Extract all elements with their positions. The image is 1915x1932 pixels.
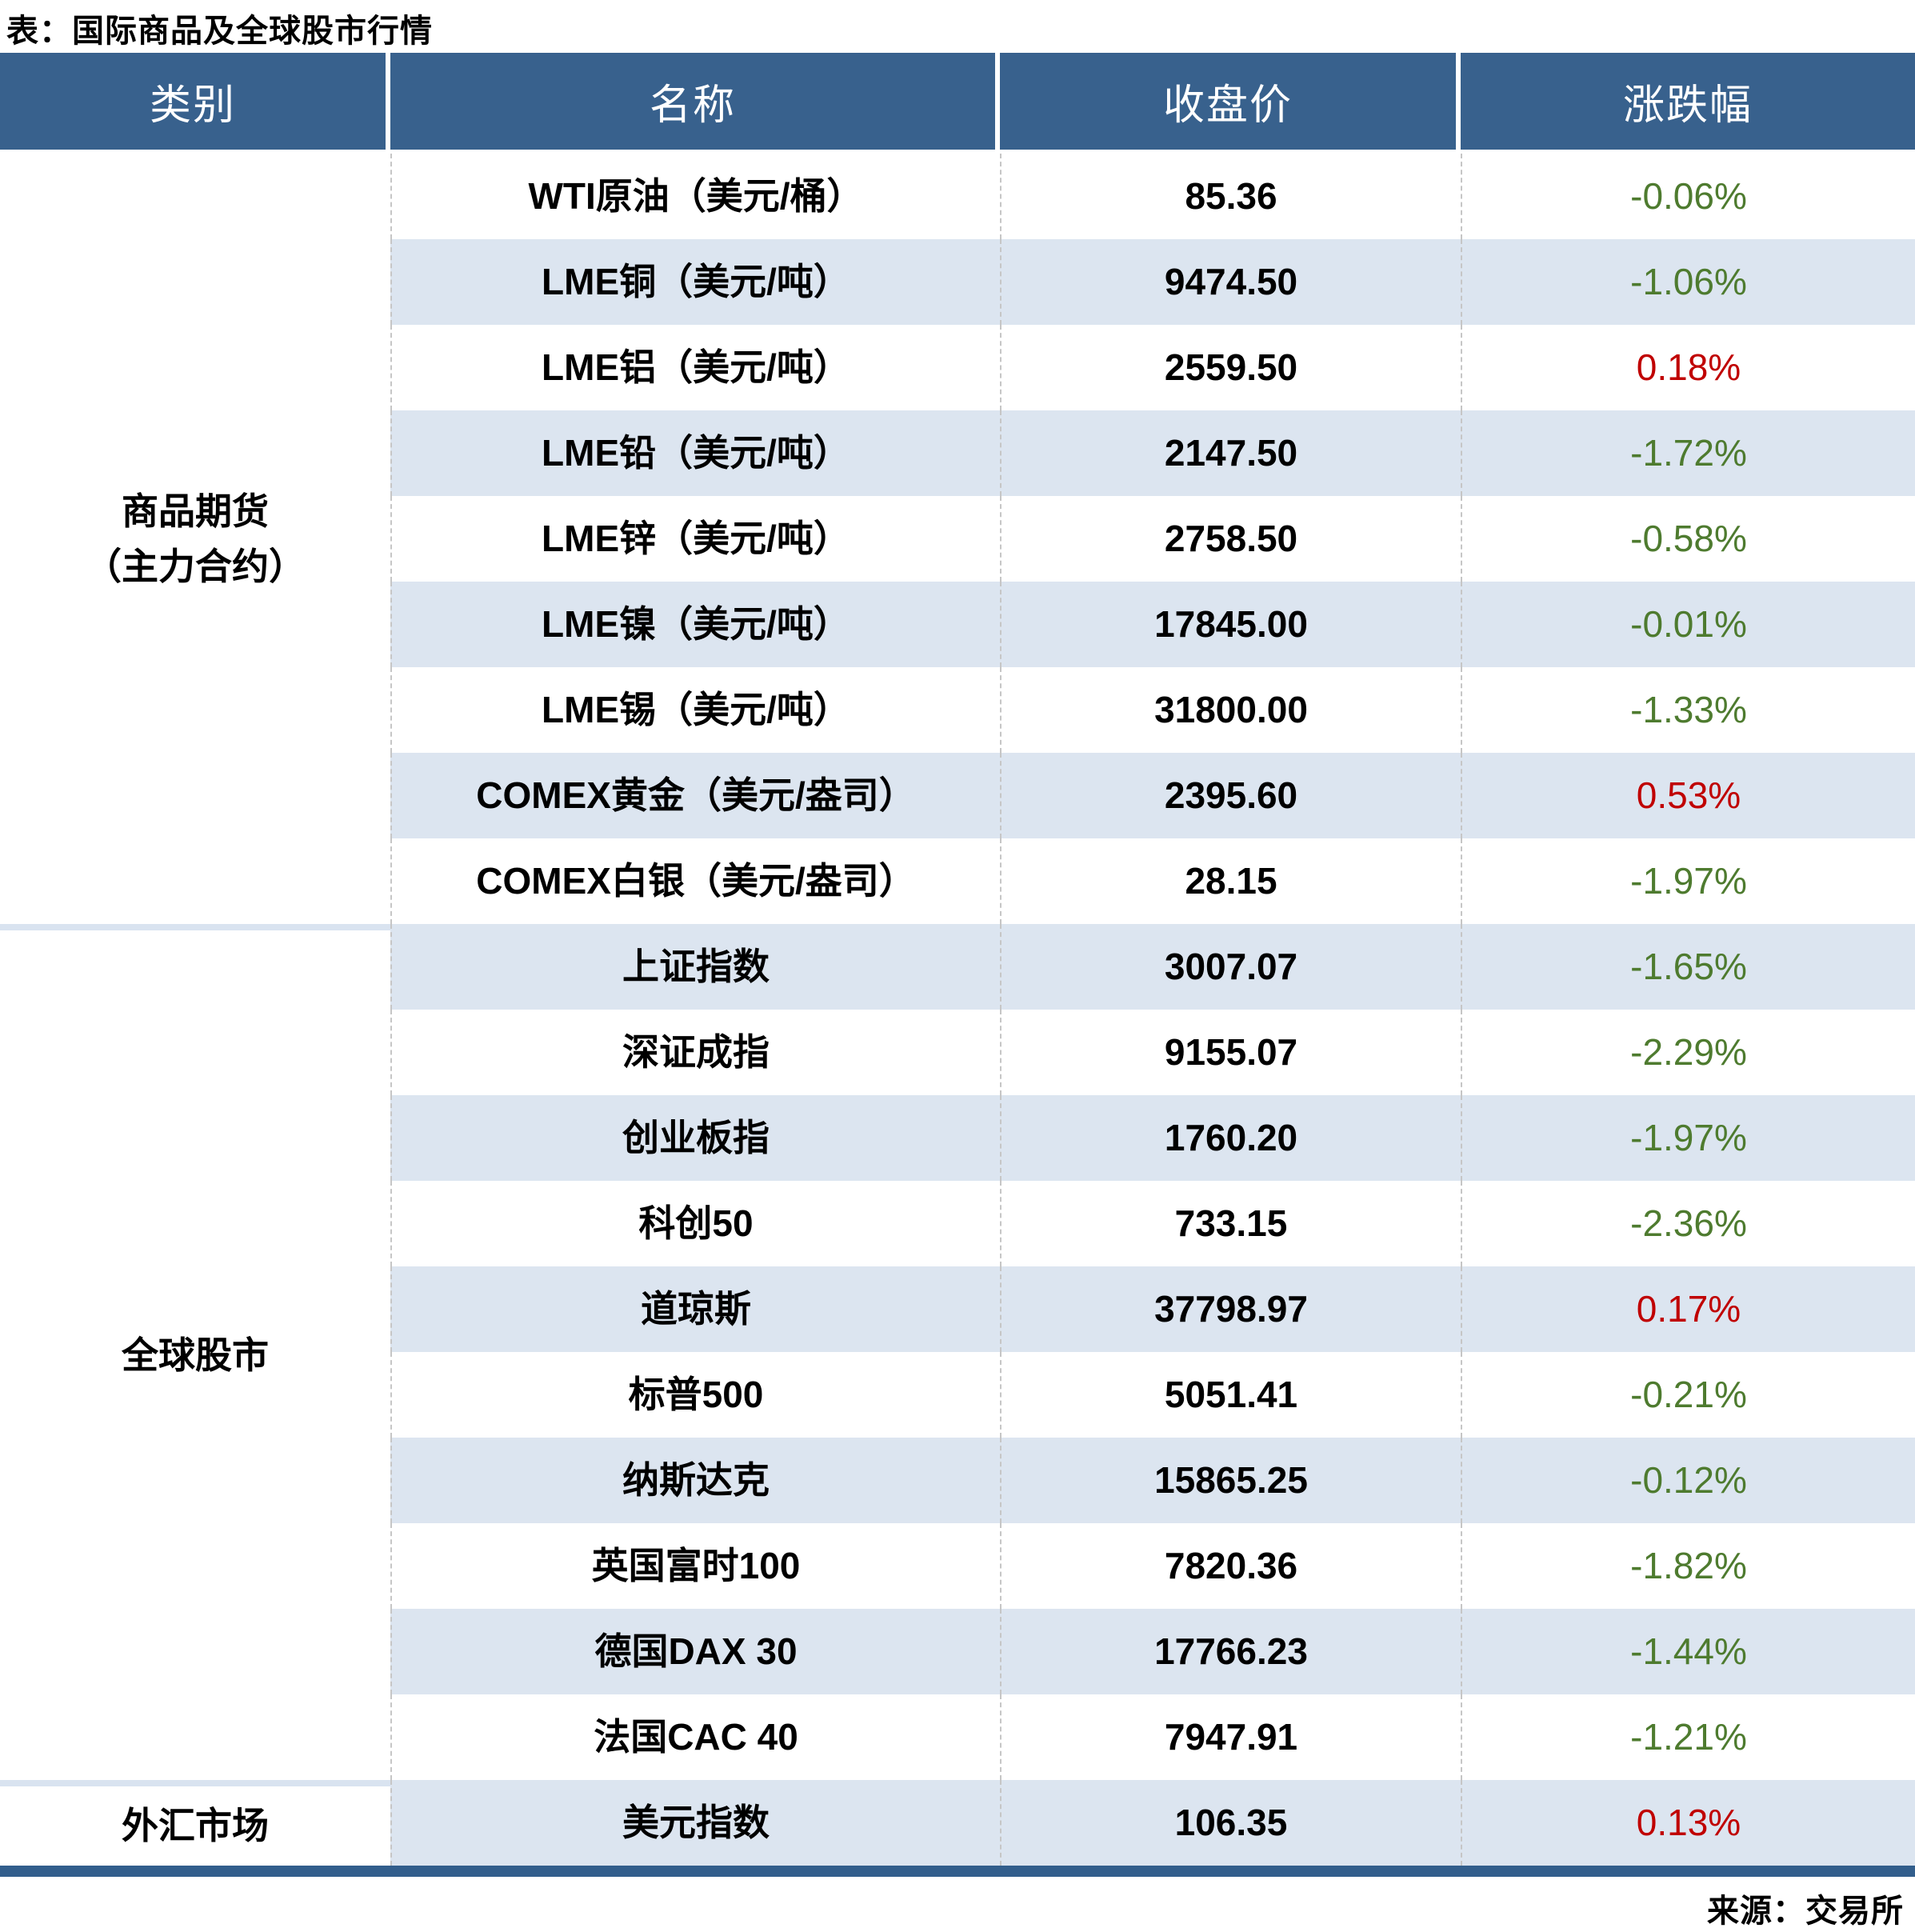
table-row: LME锌（美元/吨） 2758.50 -0.58% — [0, 496, 1915, 582]
close-price-cell: 9155.07 — [1000, 1010, 1461, 1095]
change-percent-cell: -2.29% — [1461, 1010, 1915, 1095]
category-label: 全球股市 — [122, 1334, 269, 1376]
change-percent-cell: 0.53% — [1461, 753, 1915, 838]
name-cell: LME镍（美元/吨） — [390, 582, 1000, 667]
table-row: 全球股市 上证指数 3007.07 -1.65% — [0, 924, 1915, 1780]
table-row: LME铅（美元/吨） 2147.50 -1.72% — [0, 410, 1915, 496]
name-cell: LME铜（美元/吨） — [390, 239, 1000, 325]
close-price-cell: 2758.50 — [1000, 496, 1461, 582]
change-percent-cell: -1.65% — [1461, 924, 1915, 1010]
table-row: 创业板指 1760.20 -1.97% — [0, 1095, 1915, 1181]
table-row: 商品期货 （主力合约） WTI原油（美元/桶） 85.36 -0.06% — [0, 154, 1915, 924]
table-row: 深证成指 9155.07 -2.29% — [0, 1010, 1915, 1095]
change-percent-cell: -0.01% — [1461, 582, 1915, 667]
name-cell: 美元指数 — [390, 1780, 1000, 1866]
table-row: 德国DAX 30 17766.23 -1.44% — [0, 1609, 1915, 1694]
change-percent-cell: 0.17% — [1461, 1266, 1915, 1352]
name-cell: 创业板指 — [390, 1095, 1000, 1181]
name-cell: WTI原油（美元/桶） — [390, 154, 1000, 239]
change-percent-cell: -2.36% — [1461, 1181, 1915, 1266]
name-cell: LME锌（美元/吨） — [390, 496, 1000, 582]
table-row: 外汇市场 美元指数 106.35 0.13% — [0, 1780, 1915, 1866]
close-price-cell: 5051.41 — [1000, 1352, 1461, 1438]
column-header-close: 收盘价 — [1000, 53, 1461, 154]
bottom-border-rule — [0, 1866, 1915, 1877]
category-cell-forex: 外汇市场 — [0, 1780, 390, 1866]
table-row: 法国CAC 40 7947.91 -1.21% — [0, 1694, 1915, 1780]
table-row: 道琼斯 37798.97 0.17% — [0, 1266, 1915, 1352]
change-percent-cell: -0.58% — [1461, 496, 1915, 582]
close-price-cell: 2395.60 — [1000, 753, 1461, 838]
change-percent-cell: 0.18% — [1461, 325, 1915, 410]
change-percent-cell: -0.12% — [1461, 1438, 1915, 1523]
close-price-cell: 7947.91 — [1000, 1694, 1461, 1780]
change-percent-cell: -1.72% — [1461, 410, 1915, 496]
name-cell: LME铅（美元/吨） — [390, 410, 1000, 496]
table-row: 标普500 5051.41 -0.21% — [0, 1352, 1915, 1438]
source-note: 来源：交易所 — [1707, 1894, 1904, 1929]
name-cell: 标普500 — [390, 1352, 1000, 1438]
change-percent-cell: -1.44% — [1461, 1609, 1915, 1694]
category-label: 商品期货 — [122, 490, 269, 532]
category-cell-commodities: 商品期货 （主力合约） — [0, 154, 390, 924]
change-percent-cell: -1.97% — [1461, 1095, 1915, 1181]
name-cell: LME锡（美元/吨） — [390, 667, 1000, 753]
name-cell: 上证指数 — [390, 924, 1000, 1010]
table-row: 英国富时100 7820.36 -1.82% — [0, 1523, 1915, 1609]
table-row: LME铜（美元/吨） 9474.50 -1.06% — [0, 239, 1915, 325]
table-row: COMEX黄金（美元/盎司） 2395.60 0.53% — [0, 753, 1915, 838]
change-percent-cell: 0.13% — [1461, 1780, 1915, 1866]
close-price-cell: 2147.50 — [1000, 410, 1461, 496]
category-cell-global-stocks: 全球股市 — [0, 924, 390, 1780]
close-price-cell: 17766.23 — [1000, 1609, 1461, 1694]
close-price-cell: 15865.25 — [1000, 1438, 1461, 1523]
column-header-name: 名称 — [390, 53, 1000, 154]
change-percent-cell: -0.21% — [1461, 1352, 1915, 1438]
name-cell: COMEX白银（美元/盎司） — [390, 838, 1000, 924]
column-header-category: 类别 — [0, 53, 390, 154]
change-percent-cell: -0.06% — [1461, 154, 1915, 239]
close-price-cell: 733.15 — [1000, 1181, 1461, 1266]
close-price-cell: 106.35 — [1000, 1780, 1461, 1866]
name-cell: COMEX黄金（美元/盎司） — [390, 753, 1000, 838]
close-price-cell: 1760.20 — [1000, 1095, 1461, 1181]
table-row: LME锡（美元/吨） 31800.00 -1.33% — [0, 667, 1915, 753]
name-cell: LME铝（美元/吨） — [390, 325, 1000, 410]
name-cell: 德国DAX 30 — [390, 1609, 1000, 1694]
name-cell: 科创50 — [390, 1181, 1000, 1266]
change-percent-cell: -1.33% — [1461, 667, 1915, 753]
close-price-cell: 28.15 — [1000, 838, 1461, 924]
table-row: LME镍（美元/吨） 17845.00 -0.01% — [0, 582, 1915, 667]
change-percent-cell: -1.82% — [1461, 1523, 1915, 1609]
close-price-cell: 31800.00 — [1000, 667, 1461, 753]
close-price-cell: 2559.50 — [1000, 325, 1461, 410]
column-header-change: 涨跌幅 — [1461, 53, 1915, 154]
table-row: 纳斯达克 15865.25 -0.12% — [0, 1438, 1915, 1523]
name-cell: 纳斯达克 — [390, 1438, 1000, 1523]
table-row: LME铝（美元/吨） 2559.50 0.18% — [0, 325, 1915, 410]
name-cell: 法国CAC 40 — [390, 1694, 1000, 1780]
name-cell: 英国富时100 — [390, 1523, 1000, 1609]
name-cell: 道琼斯 — [390, 1266, 1000, 1352]
change-percent-cell: -1.21% — [1461, 1694, 1915, 1780]
category-label: 外汇市场 — [122, 1805, 269, 1846]
close-price-cell: 3007.07 — [1000, 924, 1461, 1010]
table-title: 表：国际商品及全球股市行情 — [6, 14, 433, 49]
table-row: COMEX白银（美元/盎司） 28.15 -1.97% — [0, 838, 1915, 924]
close-price-cell: 9474.50 — [1000, 239, 1461, 325]
table-row: 科创50 733.15 -2.36% — [0, 1181, 1915, 1266]
change-percent-cell: -1.06% — [1461, 239, 1915, 325]
close-price-cell: 37798.97 — [1000, 1266, 1461, 1352]
category-label: （主力合约） — [85, 545, 306, 587]
close-price-cell: 17845.00 — [1000, 582, 1461, 667]
close-price-cell: 7820.36 — [1000, 1523, 1461, 1609]
name-cell: 深证成指 — [390, 1010, 1000, 1095]
market-table: 类别 名称 收盘价 涨跌幅 商品期货 （主力合约） WTI原油（美元/桶） 85… — [0, 53, 1915, 1866]
close-price-cell: 85.36 — [1000, 154, 1461, 239]
change-percent-cell: -1.97% — [1461, 838, 1915, 924]
header-row: 类别 名称 收盘价 涨跌幅 — [0, 53, 1915, 154]
